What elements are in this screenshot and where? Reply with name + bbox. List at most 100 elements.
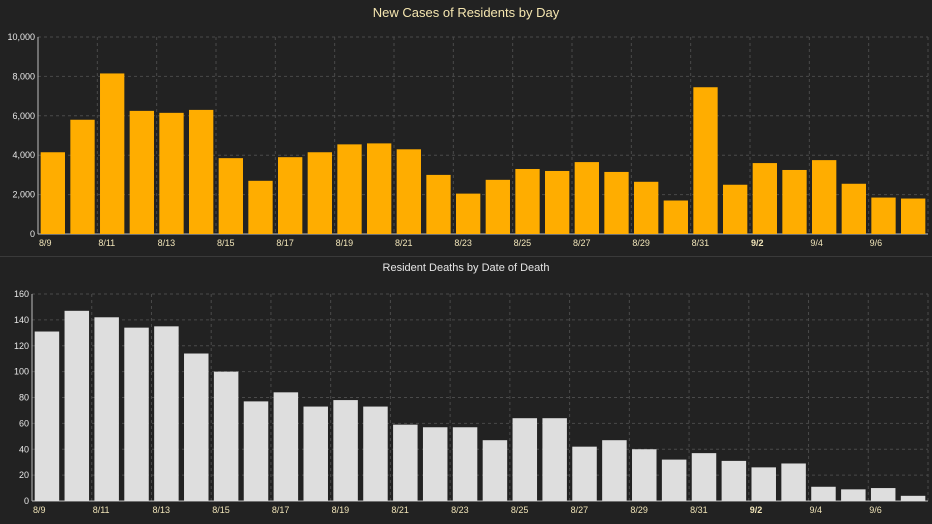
y-tick-label: 60 <box>19 418 29 428</box>
bar-8-22 <box>426 174 451 234</box>
x-tick-label: 8/25 <box>514 238 532 248</box>
bar-9-1 <box>723 184 748 234</box>
bar-8-11 <box>94 317 119 501</box>
bar-8-24 <box>485 179 510 234</box>
y-tick-label: 0 <box>24 496 29 506</box>
x-tick-label: 8/25 <box>511 505 529 515</box>
bar-8-17 <box>278 157 303 234</box>
bar-8-20 <box>363 406 388 501</box>
bar-8-31 <box>693 87 718 234</box>
y-tick-label: 10,000 <box>7 32 35 42</box>
x-tick-label: 8/17 <box>276 238 294 248</box>
bar-8-23 <box>452 427 478 501</box>
x-tick-label: 8/19 <box>336 238 354 248</box>
bar-9-5 <box>841 489 866 501</box>
bar-8-12 <box>124 327 149 501</box>
bar-8-28 <box>602 440 627 501</box>
bar-8-24 <box>482 440 508 501</box>
x-tick-label: 8/31 <box>692 238 710 248</box>
bar-8-18 <box>303 406 328 501</box>
bar-8-23 <box>456 193 481 234</box>
chart-title: Resident Deaths by Date of Death <box>383 262 550 274</box>
y-tick-label: 6,000 <box>12 111 35 121</box>
y-tick-label: 4,000 <box>12 150 35 160</box>
x-tick-label: 8/11 <box>98 238 115 248</box>
x-tick-label: 8/17 <box>272 505 290 515</box>
bar-8-9 <box>34 331 60 501</box>
bar-8-22 <box>422 427 448 501</box>
bar-8-13 <box>154 326 179 501</box>
bar-8-28 <box>604 171 629 234</box>
y-tick-label: 100 <box>14 367 29 377</box>
bar-9-6 <box>870 488 896 501</box>
bar-8-21 <box>393 424 418 501</box>
x-tick-label: 9/2 <box>750 505 763 515</box>
bar-9-5 <box>841 183 866 234</box>
x-tick-label: 8/13 <box>158 238 176 248</box>
bar-8-15 <box>213 371 239 501</box>
bar-8-9 <box>40 152 65 234</box>
bar-8-27 <box>572 446 597 501</box>
bar-8-25 <box>515 168 540 234</box>
bar-8-17 <box>273 392 299 501</box>
bar-8-15 <box>218 158 243 234</box>
bar-8-26 <box>542 418 567 501</box>
bar-8-27 <box>574 162 599 234</box>
bar-8-20 <box>367 143 392 234</box>
bar-8-16 <box>243 401 269 501</box>
bar-8-16 <box>248 180 273 234</box>
bar-9-4 <box>811 486 836 501</box>
panel-divider <box>0 256 932 257</box>
bar-8-29 <box>634 181 659 234</box>
x-tick-label: 8/27 <box>571 505 589 515</box>
x-tick-label: 9/2 <box>751 238 764 248</box>
bar-9-1 <box>721 460 747 501</box>
x-tick-label: 8/27 <box>573 238 591 248</box>
bar-9-2 <box>752 163 777 234</box>
x-tick-label: 8/15 <box>212 505 230 515</box>
bar-9-3 <box>782 169 807 234</box>
x-tick-label: 8/9 <box>33 505 46 515</box>
y-tick-label: 140 <box>14 315 29 325</box>
bar-8-13 <box>159 112 184 234</box>
x-tick-label: 8/19 <box>332 505 350 515</box>
bar-8-26 <box>545 170 570 234</box>
x-tick-label: 8/21 <box>391 505 409 515</box>
x-tick-label: 8/29 <box>632 238 650 248</box>
y-tick-label: 120 <box>14 341 29 351</box>
y-tick-label: 40 <box>19 444 29 454</box>
new-cases-chart: New Cases of Residents by Day 0 2,000 4,000… <box>7 5 929 248</box>
bar-8-14 <box>189 109 214 234</box>
bar-8-14 <box>184 353 209 501</box>
x-tick-label: 8/15 <box>217 238 235 248</box>
y-tick-label: 2,000 <box>12 190 35 200</box>
bar-8-25 <box>512 418 538 501</box>
x-tick-label: 8/9 <box>39 238 52 248</box>
bar-8-30 <box>661 459 687 501</box>
bar-8-11 <box>100 73 125 234</box>
bar-8-18 <box>307 152 332 234</box>
y-tick-label: 8,000 <box>12 71 35 81</box>
bar-8-31 <box>691 453 717 501</box>
x-tick-label: 8/23 <box>451 505 469 515</box>
resident-deaths-chart: Resident Deaths by Date of Death 0 20 40 60 8… <box>14 262 929 515</box>
x-tick-label: 8/31 <box>690 505 708 515</box>
x-tick-label: 8/29 <box>630 505 648 515</box>
bar-9-2 <box>751 467 776 501</box>
x-tick-label: 8/23 <box>454 238 472 248</box>
x-tick-label: 9/4 <box>810 505 823 515</box>
x-tick-label: 9/6 <box>869 505 882 515</box>
bar-8-19 <box>337 144 362 234</box>
bar-9-3 <box>781 463 806 501</box>
bar-8-10 <box>64 310 90 501</box>
y-tick-label: 20 <box>19 470 29 480</box>
bar-9-7 <box>900 495 926 501</box>
bar-9-4 <box>812 160 837 234</box>
x-tick-label: 8/13 <box>152 505 170 515</box>
y-tick-label: 160 <box>14 289 29 299</box>
bar-8-10 <box>70 119 95 234</box>
bar-9-6 <box>871 197 896 234</box>
bar-8-29 <box>632 449 657 501</box>
bar-8-30 <box>663 200 688 234</box>
